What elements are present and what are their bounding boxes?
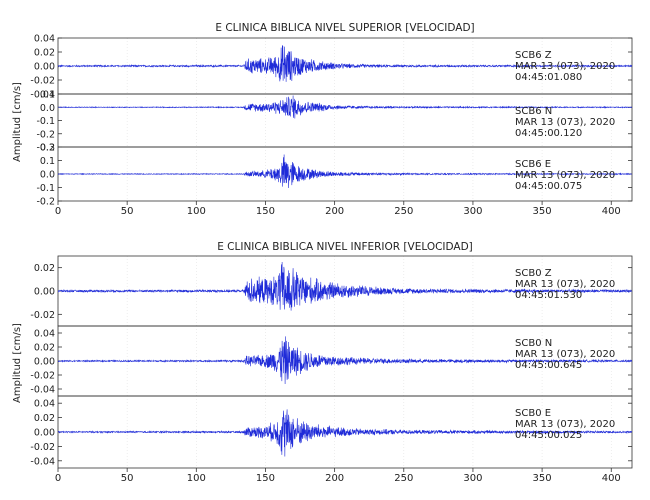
date-label: MAR 13 (073), 2020 — [515, 170, 615, 181]
date-label: MAR 13 (073), 2020 — [515, 61, 615, 72]
x-tick-label: 0 — [55, 206, 61, 217]
x-tick-label: 100 — [187, 206, 206, 217]
y-tick-label: -0.02 — [30, 371, 55, 382]
x-tick-label: 400 — [602, 206, 621, 217]
date-label: MAR 13 (073), 2020 — [515, 117, 615, 128]
y-tick-label: -0.04 — [30, 456, 55, 467]
y-tick-label: 0.02 — [34, 263, 55, 274]
x-tick-label: 50 — [121, 473, 134, 484]
x-tick-label: 300 — [463, 473, 482, 484]
x-tick-label: 150 — [256, 473, 275, 484]
y-tick-label: 0.00 — [34, 287, 55, 298]
x-tick-label: 400 — [602, 473, 621, 484]
x-tick-label: 350 — [533, 473, 552, 484]
x-tick-label: 250 — [394, 473, 413, 484]
x-tick-label: 100 — [187, 473, 206, 484]
x-axis-bottom: 0 50 100 150 200 250 300 350 400 — [55, 468, 621, 484]
time-label: 04:45:01.530 — [515, 290, 582, 301]
x-tick-label: 200 — [325, 473, 344, 484]
y-tick-label: 0.0 — [40, 170, 55, 181]
x-tick-label: 150 — [256, 206, 275, 217]
x-tick-label: 250 — [394, 206, 413, 217]
time-label: 04:45:01.080 — [515, 72, 582, 83]
time-label: 04:45:00.120 — [515, 128, 582, 139]
y-tick-label: -0.04 — [30, 90, 55, 101]
y-tick-label: -0.02 — [30, 310, 55, 321]
top-chart-ylabel: Amplitud [cm/s] — [12, 82, 23, 162]
y-tick-label: 0.2 — [40, 143, 55, 154]
station-label: SCB6 Z — [515, 50, 552, 61]
y-tick-label: 0.00 — [34, 62, 55, 73]
y-tick-label: -0.3 — [36, 143, 55, 154]
time-label: 04:45:00.025 — [515, 430, 582, 441]
trace-scb6-e — [58, 154, 632, 189]
x-tick-label: 350 — [533, 206, 552, 217]
x-tick-label: 300 — [463, 206, 482, 217]
station-label: SCB0 Z — [515, 268, 552, 279]
y-tick-label: -0.2 — [36, 129, 55, 140]
x-axis-top: 0 50 100 150 200 250 300 350 400 — [55, 201, 621, 217]
y-tick-label: -0.1 — [36, 116, 55, 127]
y-tick-label: 0.04 — [34, 34, 55, 45]
x-tick-label: 50 — [121, 206, 134, 217]
bottom-chart-title: E CLINICA BIBLICA NIVEL INFERIOR [VELOCI… — [217, 241, 473, 253]
x-tick-label: 0 — [55, 473, 61, 484]
y-tick-label: -0.02 — [30, 442, 55, 453]
trace-scb6-n — [58, 95, 632, 119]
trace-scb6-z — [58, 45, 632, 82]
trace-scb0-e — [58, 409, 632, 457]
y-tick-label: -0.2 — [36, 197, 55, 208]
date-label: MAR 13 (073), 2020 — [515, 419, 615, 430]
y-tick-label: 0.1 — [40, 90, 55, 101]
y-tick-label: 0.1 — [40, 156, 55, 167]
y-tick-label: 0.00 — [34, 428, 55, 439]
y-tick-label: -0.1 — [36, 183, 55, 194]
top-chart-title: E CLINICA BIBLICA NIVEL SUPERIOR [VELOCI… — [215, 22, 474, 34]
y-tick-label: 0.02 — [34, 343, 55, 354]
y-tick-label: 0.00 — [34, 357, 55, 368]
time-label: 04:45:00.075 — [515, 181, 582, 192]
trace-scb0-n — [58, 336, 632, 385]
bottom-chart-ylabel: Amplitud [cm/s] — [12, 323, 23, 403]
station-label: SCB6 E — [515, 159, 551, 170]
date-label: MAR 13 (073), 2020 — [515, 279, 615, 290]
y-tick-label: 0.0 — [40, 103, 55, 114]
y-tick-label: 0.02 — [34, 413, 55, 424]
y-tick-label: 0.04 — [34, 399, 55, 410]
y-tick-label: 0.04 — [34, 329, 55, 340]
station-label: SCB0 N — [515, 338, 552, 349]
y-tick-label: -0.02 — [30, 76, 55, 87]
station-label: SCB0 E — [515, 408, 551, 419]
y-tick-label: 0.02 — [34, 48, 55, 59]
station-label: SCB6 N — [515, 106, 552, 117]
time-label: 04:45:00.645 — [515, 360, 582, 371]
x-tick-label: 200 — [325, 206, 344, 217]
y-tick-label: -0.04 — [30, 385, 55, 396]
date-label: MAR 13 (073), 2020 — [515, 349, 615, 360]
trace-scb0-z — [58, 262, 632, 311]
